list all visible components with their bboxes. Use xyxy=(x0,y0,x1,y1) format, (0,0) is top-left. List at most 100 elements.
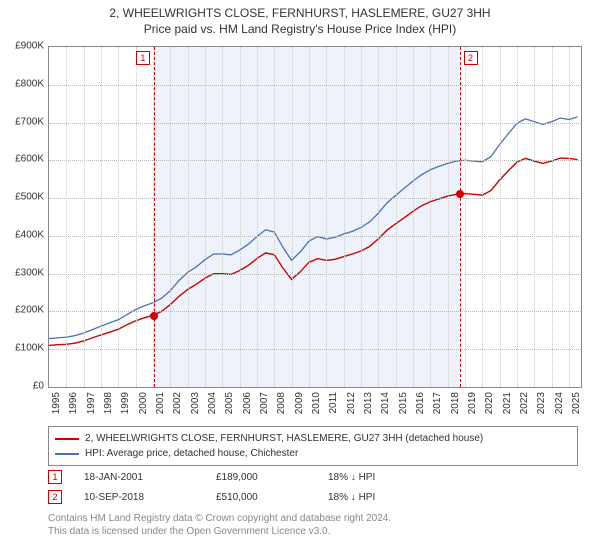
x-axis-label: 2021 xyxy=(502,392,513,422)
title-subtitle: Price paid vs. HM Land Registry's House … xyxy=(0,22,600,36)
x-axis-label: 2022 xyxy=(519,392,530,422)
vgrid-line xyxy=(326,47,327,387)
vgrid-line xyxy=(222,47,223,387)
event-marker-box: 2 xyxy=(464,51,478,65)
hgrid-line xyxy=(49,123,581,124)
y-axis-label: £0 xyxy=(0,381,44,392)
vgrid-line xyxy=(534,47,535,387)
event-marker-box: 1 xyxy=(48,470,62,484)
hgrid-line xyxy=(49,311,581,312)
vgrid-line xyxy=(465,47,466,387)
x-axis-label: 2012 xyxy=(346,392,357,422)
x-axis-label: 2015 xyxy=(398,392,409,422)
y-axis-label: £600K xyxy=(0,154,44,165)
vgrid-line xyxy=(396,47,397,387)
hgrid-line xyxy=(49,85,581,86)
x-axis-label: 2006 xyxy=(242,392,253,422)
legend: 2, WHEELWRIGHTS CLOSE, FERNHURST, HASLEM… xyxy=(48,426,578,466)
footer-line: This data is licensed under the Open Gov… xyxy=(48,525,578,538)
vgrid-line xyxy=(413,47,414,387)
series-hpi xyxy=(49,117,578,339)
event-row: 2 10-SEP-2018 £510,000 18% ↓ HPI xyxy=(48,490,578,504)
title-address: 2, WHEELWRIGHTS CLOSE, FERNHURST, HASLEM… xyxy=(0,6,600,20)
legend-swatch xyxy=(55,438,79,440)
x-axis-label: 2023 xyxy=(536,392,547,422)
legend-swatch xyxy=(55,453,79,455)
vgrid-line xyxy=(344,47,345,387)
x-axis-label: 2001 xyxy=(155,392,166,422)
titles: 2, WHEELWRIGHTS CLOSE, FERNHURST, HASLEM… xyxy=(0,0,600,36)
legend-label: HPI: Average price, detached house, Chic… xyxy=(85,446,298,461)
x-axis-label: 1999 xyxy=(120,392,131,422)
event-date: 10-SEP-2018 xyxy=(84,492,194,503)
y-axis-label: £500K xyxy=(0,192,44,203)
events-table: 1 18-JAN-2001 £189,000 18% ↓ HPI 2 10-SE… xyxy=(48,470,578,510)
event-marker-line xyxy=(460,47,461,387)
chart-plot-area: 12 xyxy=(48,46,582,388)
x-axis-label: 1996 xyxy=(68,392,79,422)
x-axis-label: 2014 xyxy=(380,392,391,422)
vgrid-line xyxy=(361,47,362,387)
x-axis-label: 2013 xyxy=(363,392,374,422)
x-axis-label: 1997 xyxy=(86,392,97,422)
vgrid-line xyxy=(118,47,119,387)
y-axis-label: £200K xyxy=(0,305,44,316)
x-axis-label: 2020 xyxy=(484,392,495,422)
vgrid-line xyxy=(292,47,293,387)
hgrid-line xyxy=(49,236,581,237)
event-marker-line xyxy=(154,47,155,387)
x-axis-label: 2010 xyxy=(311,392,322,422)
x-axis-label: 2016 xyxy=(415,392,426,422)
x-axis-label: 2009 xyxy=(294,392,305,422)
legend-item: HPI: Average price, detached house, Chic… xyxy=(55,446,571,461)
x-axis-label: 2002 xyxy=(172,392,183,422)
vgrid-line xyxy=(66,47,67,387)
x-axis-label: 2019 xyxy=(467,392,478,422)
vgrid-line xyxy=(430,47,431,387)
y-axis-label: £400K xyxy=(0,229,44,240)
vgrid-line xyxy=(205,47,206,387)
x-axis-label: 2011 xyxy=(328,392,339,422)
vgrid-line xyxy=(188,47,189,387)
x-axis-label: 2003 xyxy=(190,392,201,422)
x-axis-label: 2008 xyxy=(276,392,287,422)
hgrid-line xyxy=(49,198,581,199)
event-pct: 18% ↓ HPI xyxy=(328,472,448,483)
vgrid-line xyxy=(309,47,310,387)
x-axis-label: 2024 xyxy=(554,392,565,422)
event-row: 1 18-JAN-2001 £189,000 18% ↓ HPI xyxy=(48,470,578,484)
vgrid-line xyxy=(257,47,258,387)
vgrid-line xyxy=(274,47,275,387)
x-axis-label: 1998 xyxy=(103,392,114,422)
vgrid-line xyxy=(170,47,171,387)
vgrid-line xyxy=(136,47,137,387)
chart-container: 2, WHEELWRIGHTS CLOSE, FERNHURST, HASLEM… xyxy=(0,0,600,560)
legend-item: 2, WHEELWRIGHTS CLOSE, FERNHURST, HASLEM… xyxy=(55,431,571,446)
x-axis-label: 2007 xyxy=(259,392,270,422)
vgrid-line xyxy=(240,47,241,387)
vgrid-line xyxy=(84,47,85,387)
vgrid-line xyxy=(517,47,518,387)
vgrid-line xyxy=(448,47,449,387)
x-axis-label: 2005 xyxy=(224,392,235,422)
footer: Contains HM Land Registry data © Crown c… xyxy=(48,512,578,538)
x-axis-label: 1995 xyxy=(51,392,62,422)
y-axis-label: £800K xyxy=(0,78,44,89)
x-axis-label: 2025 xyxy=(571,392,582,422)
vgrid-line xyxy=(552,47,553,387)
hgrid-line xyxy=(49,160,581,161)
vgrid-line xyxy=(500,47,501,387)
event-price: £510,000 xyxy=(216,492,306,503)
event-pct: 18% ↓ HPI xyxy=(328,492,448,503)
event-date: 18-JAN-2001 xyxy=(84,472,194,483)
y-axis-label: £100K xyxy=(0,343,44,354)
vgrid-line xyxy=(482,47,483,387)
event-marker-dot xyxy=(150,312,158,320)
footer-line: Contains HM Land Registry data © Crown c… xyxy=(48,512,578,525)
x-axis-label: 2017 xyxy=(432,392,443,422)
vgrid-line xyxy=(101,47,102,387)
y-axis-label: £900K xyxy=(0,41,44,52)
hgrid-line xyxy=(49,274,581,275)
y-axis-label: £300K xyxy=(0,267,44,278)
event-price: £189,000 xyxy=(216,472,306,483)
